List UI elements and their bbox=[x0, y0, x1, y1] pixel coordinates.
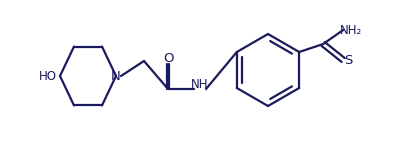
Text: NH₂: NH₂ bbox=[340, 24, 362, 36]
Text: N: N bbox=[111, 70, 121, 82]
Text: S: S bbox=[344, 54, 352, 67]
Text: O: O bbox=[163, 52, 173, 64]
Text: HO: HO bbox=[39, 70, 57, 82]
Text: NH: NH bbox=[191, 78, 209, 91]
